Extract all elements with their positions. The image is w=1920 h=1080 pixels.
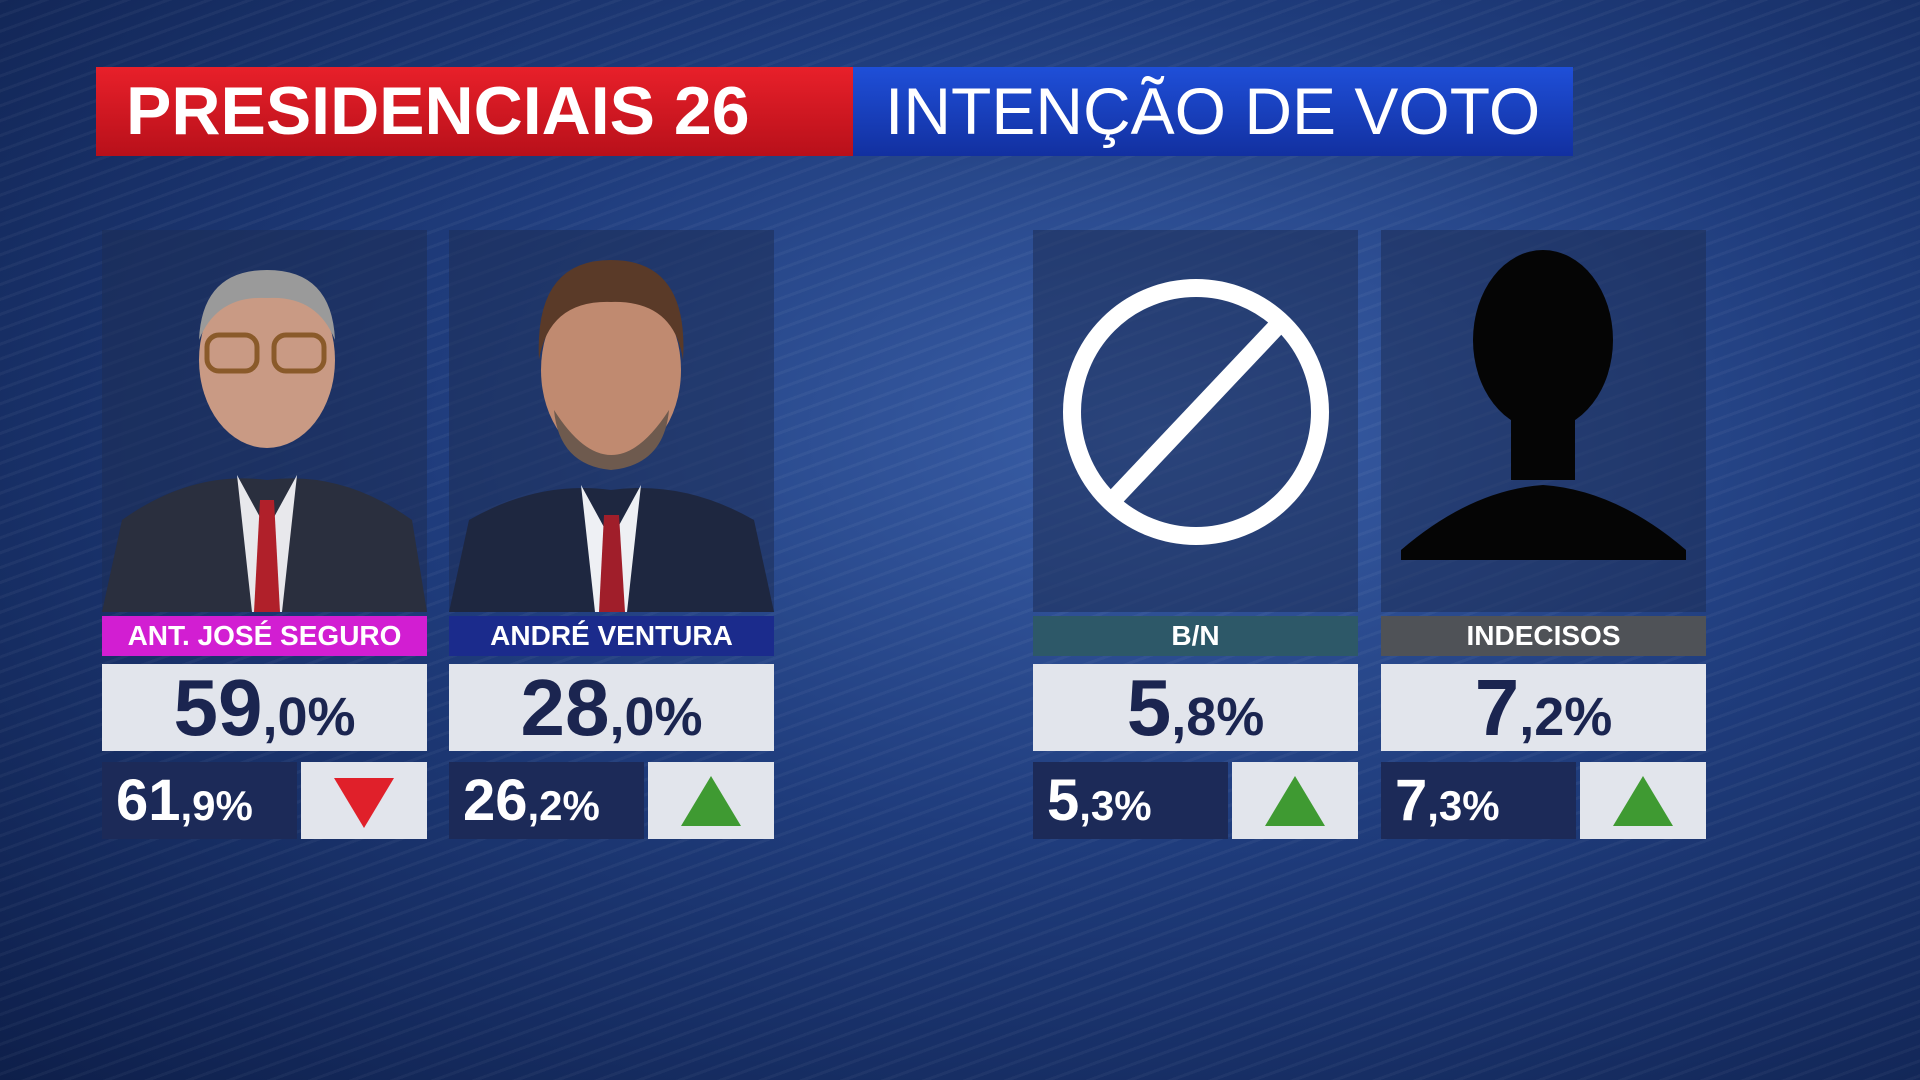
current-value: 28,0%	[449, 664, 774, 751]
portrait	[102, 270, 427, 612]
null-vote-icon	[1063, 279, 1329, 545]
trend-triangle	[681, 776, 741, 826]
candidate-name: ANDRÉ VENTURA	[449, 616, 774, 656]
candidate-name: B/N	[1033, 616, 1358, 656]
previous-value: 61,9%	[102, 762, 297, 839]
silhouette	[1401, 250, 1686, 560]
current-value: 59,0%	[102, 664, 427, 751]
previous-value: 26,2%	[449, 762, 644, 839]
candidate-name: ANT. JOSÉ SEGURO	[102, 616, 427, 656]
current-value: 7,2%	[1381, 664, 1706, 751]
trend-arrow	[648, 762, 774, 839]
previous-value: 7,3%	[1381, 762, 1576, 839]
trend-triangle	[1613, 776, 1673, 826]
trend-arrow	[1232, 762, 1358, 839]
trend-arrow	[301, 762, 427, 839]
photo	[1381, 230, 1706, 612]
trend-triangle	[1265, 776, 1325, 826]
trend-triangle	[334, 778, 394, 828]
photo	[449, 230, 774, 612]
header-title: PRESIDENCIAIS 26	[96, 67, 853, 156]
candidate-name: INDECISOS	[1381, 616, 1706, 656]
header-subtitle: INTENÇÃO DE VOTO	[853, 67, 1573, 156]
trend-arrow	[1580, 762, 1706, 839]
portrait	[449, 260, 774, 612]
current-value: 5,8%	[1033, 664, 1358, 751]
previous-value: 5,3%	[1033, 762, 1228, 839]
photo	[102, 230, 427, 612]
photo	[1033, 230, 1358, 612]
